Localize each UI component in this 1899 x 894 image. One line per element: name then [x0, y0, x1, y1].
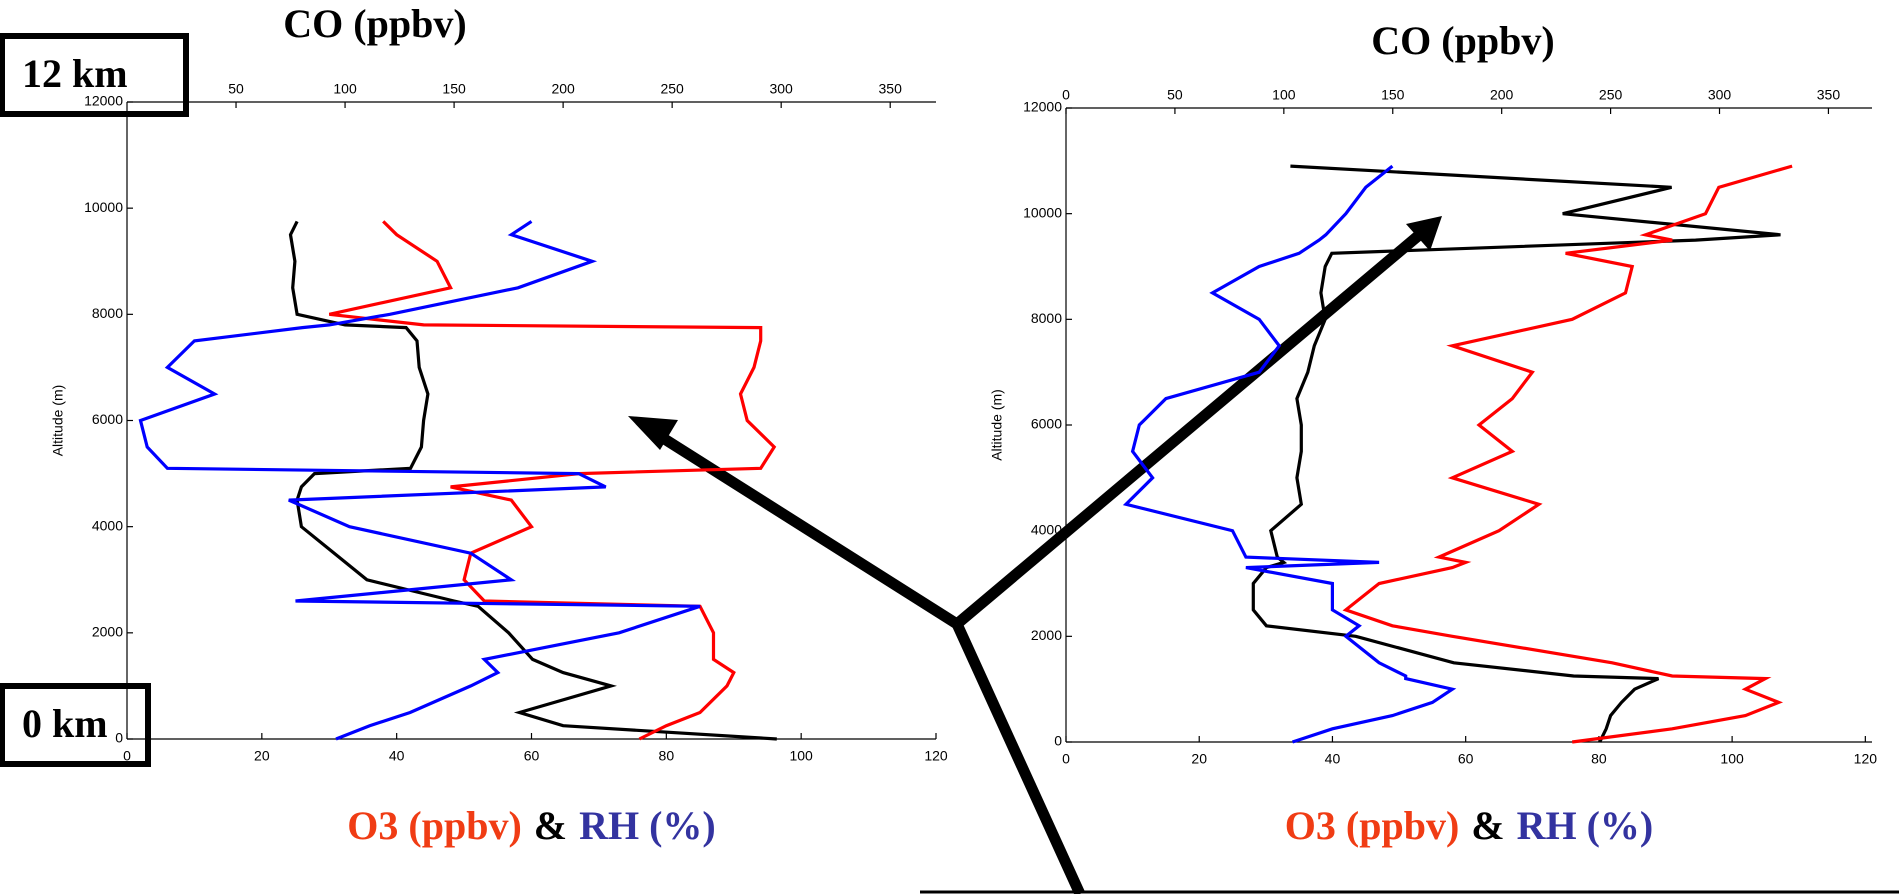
x2-tick-label: 100: [333, 81, 357, 97]
y-tick-label: 0: [1054, 733, 1062, 749]
y-tick-label: 0: [115, 730, 123, 746]
x2-tick-label: 350: [879, 81, 903, 97]
y-tick-label: 6000: [1031, 416, 1062, 432]
x-tick-label: 60: [524, 748, 540, 764]
x-axis-label-part: O3 (ppbv): [1285, 803, 1460, 848]
arrow: [953, 231, 1422, 629]
profile-line: [1251, 164, 1781, 743]
x-tick-label: 60: [1458, 751, 1474, 767]
y-tick-label: 8000: [1031, 310, 1062, 326]
profile-line: [328, 220, 777, 741]
y-tick-label: 12000: [1023, 99, 1062, 115]
y-tick-label: 4000: [92, 517, 123, 533]
x-axis-label-part: RH (%): [1517, 803, 1654, 848]
y-axis-label: Altitude (m): [50, 385, 66, 457]
x-tick-label: 20: [254, 748, 270, 764]
y-tick-label: 10000: [1023, 204, 1062, 220]
x2-tick-label: 250: [660, 81, 684, 97]
annotation-box: [0, 683, 151, 767]
profile-line: [288, 220, 777, 741]
x-tick-label: 20: [1191, 751, 1207, 767]
x2-tick-label: 150: [1381, 87, 1405, 103]
x2-axis-label: CO (ppbv): [1371, 18, 1554, 63]
annotation-box: [0, 33, 189, 117]
x2-tick-label: 350: [1817, 87, 1841, 103]
x-tick-label: 0: [1062, 751, 1070, 767]
y-tick-label: 4000: [1031, 521, 1062, 537]
x-tick-label: 0: [123, 748, 131, 764]
y-tick-label: 12000: [84, 93, 123, 109]
annotation: 12 km: [22, 51, 128, 96]
x-tick-label: 120: [924, 748, 948, 764]
x2-tick-label: 100: [1272, 87, 1296, 103]
x-tick-label: 80: [659, 748, 675, 764]
arrow: [652, 428, 960, 629]
x-tick-label: 120: [1854, 751, 1878, 767]
x-axis-label-part: &: [534, 803, 567, 848]
y-tick-label: 6000: [92, 411, 123, 427]
x-tick-label: 40: [389, 748, 405, 764]
annotation: 0 km: [22, 701, 108, 746]
x2-tick-label: 150: [442, 81, 466, 97]
y-tick-label: 8000: [92, 305, 123, 321]
x-axis-label-part: O3 (ppbv): [347, 803, 522, 848]
arrow-head: [1406, 216, 1442, 251]
x-tick-label: 40: [1325, 751, 1341, 767]
x2-tick-label: 50: [228, 81, 244, 97]
y-axis-label: Altitude (m): [989, 389, 1005, 461]
x-axis-label-part: &: [1471, 803, 1504, 848]
x2-tick-label: 200: [1490, 87, 1514, 103]
profile-line: [1122, 164, 1457, 744]
x2-tick-label: 300: [1708, 87, 1732, 103]
x2-axis-label: CO (ppbv): [283, 1, 466, 46]
x-tick-label: 80: [1591, 751, 1607, 767]
y-tick-label: 2000: [1031, 627, 1062, 643]
arrows: [652, 231, 1899, 894]
arrow-line: [951, 621, 1086, 894]
y-tick-label: 10000: [84, 199, 123, 215]
x-axis-label-part: RH (%): [579, 803, 716, 848]
x-axis-label: O3 (ppbv) & RH (%): [1285, 803, 1653, 848]
profile-line: [1342, 164, 1793, 744]
x-axis-label: O3 (ppbv) & RH (%): [347, 803, 715, 848]
x2-tick-label: 250: [1599, 87, 1623, 103]
x-tick-label: 100: [789, 748, 813, 764]
x2-tick-label: 0: [1062, 87, 1070, 103]
y-tick-label: 2000: [92, 624, 123, 640]
x2-tick-label: 300: [769, 81, 793, 97]
arrow-head: [628, 416, 678, 450]
profile-line: [138, 220, 701, 741]
x2-tick-label: 50: [1167, 87, 1183, 103]
x-tick-label: 100: [1720, 751, 1744, 767]
x2-tick-label: 200: [551, 81, 575, 97]
